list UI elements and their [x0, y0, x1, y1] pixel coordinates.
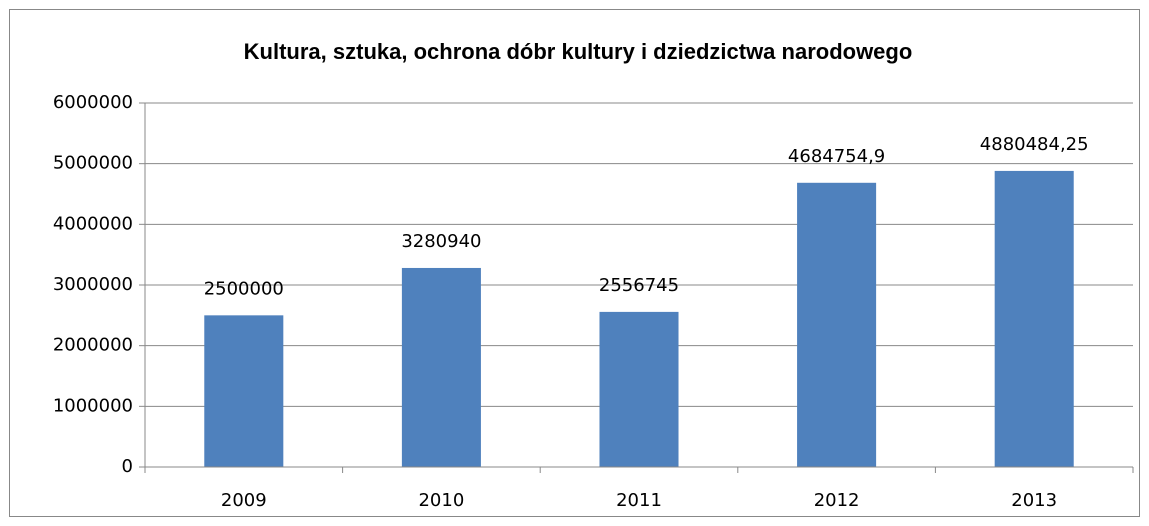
bar [204, 315, 284, 467]
x-tick-label: 2009 [221, 490, 267, 511]
data-label: 2500000 [204, 278, 284, 299]
chart-title: Kultura, sztuka, ochrona dóbr kultury i … [244, 39, 913, 64]
y-tick-label: 1000000 [53, 395, 133, 416]
y-tick-label: 3000000 [53, 274, 133, 295]
bar [797, 182, 877, 467]
data-label: 4880484,25 [980, 134, 1089, 155]
y-tick-label: 5000000 [53, 153, 133, 174]
bar [401, 267, 481, 467]
x-tick-label: 2012 [814, 490, 860, 511]
y-tick-label: 2000000 [53, 335, 133, 356]
data-label: 4684754,9 [788, 146, 885, 167]
x-tick-label: 2013 [1011, 490, 1057, 511]
x-tick-label: 2010 [418, 490, 464, 511]
chart-border [9, 9, 1140, 517]
data-label: 2556745 [599, 275, 679, 296]
bar [599, 311, 679, 467]
data-label: 3280940 [401, 231, 481, 252]
y-tick-label: 4000000 [53, 213, 133, 234]
x-tick-label: 2011 [616, 490, 662, 511]
y-tick-label: 0 [122, 456, 133, 477]
y-tick-label: 6000000 [53, 92, 133, 113]
bar [994, 170, 1074, 467]
